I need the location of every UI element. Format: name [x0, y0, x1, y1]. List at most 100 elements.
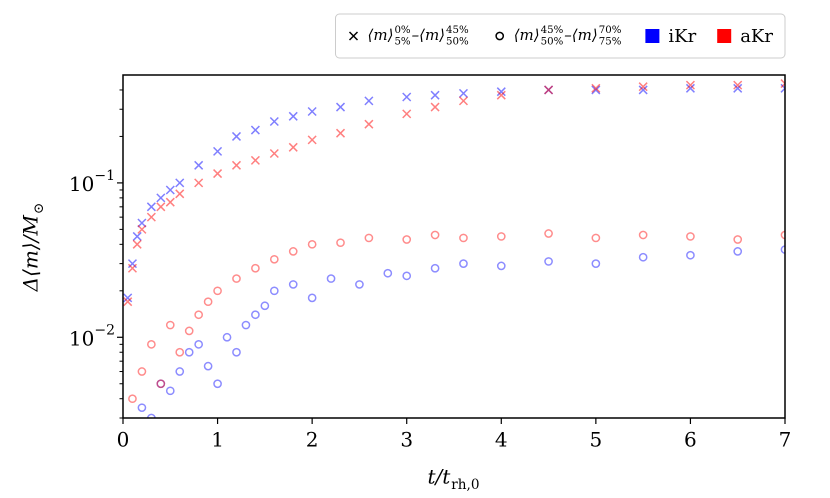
cross-point: [250, 155, 260, 165]
x-tick-label: 7: [779, 428, 792, 452]
circle-point: [402, 271, 412, 281]
circle-point: [288, 247, 298, 256]
circle-point: [251, 263, 260, 273]
circle-point: [269, 254, 279, 264]
cross-point: [146, 202, 156, 212]
cross-point: [591, 85, 601, 95]
y-label: Δ⟨m⟩/M: [19, 215, 43, 293]
cross-point: [127, 263, 137, 273]
circle-point: [430, 263, 440, 273]
circle-point: [137, 403, 147, 413]
cross-point: [269, 148, 279, 159]
circle-point: [175, 347, 185, 357]
circle-point: [156, 379, 166, 389]
cross-point: [638, 85, 648, 95]
x-tick-label: 1: [211, 428, 224, 452]
cross-point: [132, 239, 142, 249]
cross-point: [175, 189, 185, 199]
cross-point: [288, 111, 298, 121]
legend: ⟨m⟩ 0%5% –⟨m⟩ 45%50% ⟨m⟩ 45%50% –⟨m⟩ 70%75% iKr a…: [335, 13, 786, 59]
circle-point: [194, 339, 204, 349]
circle-point: [591, 233, 601, 243]
circle-point: [459, 259, 468, 268]
y-tick-label: 10−2: [69, 322, 115, 350]
circle-point: [733, 235, 743, 244]
circle-point: [232, 274, 241, 283]
circle-point: [496, 261, 506, 271]
cross-point: [156, 193, 166, 203]
cross-point: [733, 83, 743, 93]
cross-point: [733, 80, 743, 90]
circle-point: [194, 310, 204, 320]
cross-point: [307, 135, 317, 145]
circle-point: [780, 230, 785, 240]
circle-point: [544, 257, 553, 266]
circle-point: [269, 286, 279, 296]
circle-point: [307, 293, 317, 303]
legend-label: ⟨m⟩: [514, 26, 540, 44]
circle-point: [402, 235, 412, 244]
circle-point: [251, 310, 260, 320]
circle-point: [213, 286, 222, 296]
circle-point: [638, 252, 648, 262]
circle-point: [591, 259, 601, 268]
cross-point: [430, 102, 440, 112]
cross-point: [250, 125, 260, 135]
cross-point: [496, 87, 506, 97]
cross-point: [307, 106, 317, 117]
cross-point: [364, 119, 374, 129]
legend-label-sub: 5%: [394, 37, 410, 48]
circle-point: [288, 280, 298, 289]
x-tick-label: 2: [306, 428, 319, 452]
cross-point: [335, 128, 346, 138]
x-axis-label: t/t rh,0: [427, 465, 479, 494]
circle-point: [241, 320, 251, 330]
cross-point: [231, 131, 242, 141]
circle-point: [137, 367, 147, 376]
cross-point: [123, 293, 133, 303]
legend-label: ⟨m⟩: [368, 26, 394, 44]
circle-point: [638, 230, 648, 240]
cross-point: [194, 178, 204, 188]
circle-point: [326, 274, 336, 283]
cross-point: [213, 169, 223, 179]
cross-point: [175, 178, 185, 188]
x-tick-label: 6: [684, 428, 697, 452]
legend-label: –⟨m⟩: [564, 26, 597, 44]
circle-point: [184, 326, 194, 336]
cross-point: [146, 212, 156, 222]
circle-point: [459, 233, 468, 243]
legend-label-sub: 75%: [599, 37, 622, 48]
y-axis-label: Δ⟨m⟩/M⊙: [19, 203, 48, 293]
circle-point: [364, 233, 374, 243]
legend-square: [645, 29, 660, 43]
y-tick-label: 10−1: [69, 168, 115, 196]
circle-point: [544, 229, 553, 238]
legend-label-sup: 45%: [541, 25, 564, 36]
plot-area: [123, 79, 785, 418]
circle-point: [686, 232, 695, 241]
x-tick-label: 5: [589, 428, 602, 452]
legend-label-sup: 0%: [394, 25, 410, 36]
cross-point: [156, 202, 166, 212]
cross-point: [591, 83, 601, 93]
cross-point: [132, 231, 142, 241]
circle-point: [165, 386, 175, 396]
circle-point: [213, 379, 222, 389]
legend-marker: [348, 31, 359, 41]
circle-point: [307, 239, 317, 249]
circle-point: [780, 245, 785, 254]
cross-point: [402, 109, 412, 119]
cross-point: [685, 83, 695, 93]
legend-square: [717, 29, 732, 43]
cross-point: [638, 82, 648, 92]
cross-point: [364, 96, 374, 106]
cross-point: [137, 224, 147, 234]
circle-point: [430, 230, 440, 240]
cross-point: [458, 96, 468, 106]
cross-point: [194, 160, 204, 170]
x-tick-label: 4: [495, 428, 508, 452]
cross-point: [123, 297, 133, 307]
plot-frame: [122, 74, 786, 419]
